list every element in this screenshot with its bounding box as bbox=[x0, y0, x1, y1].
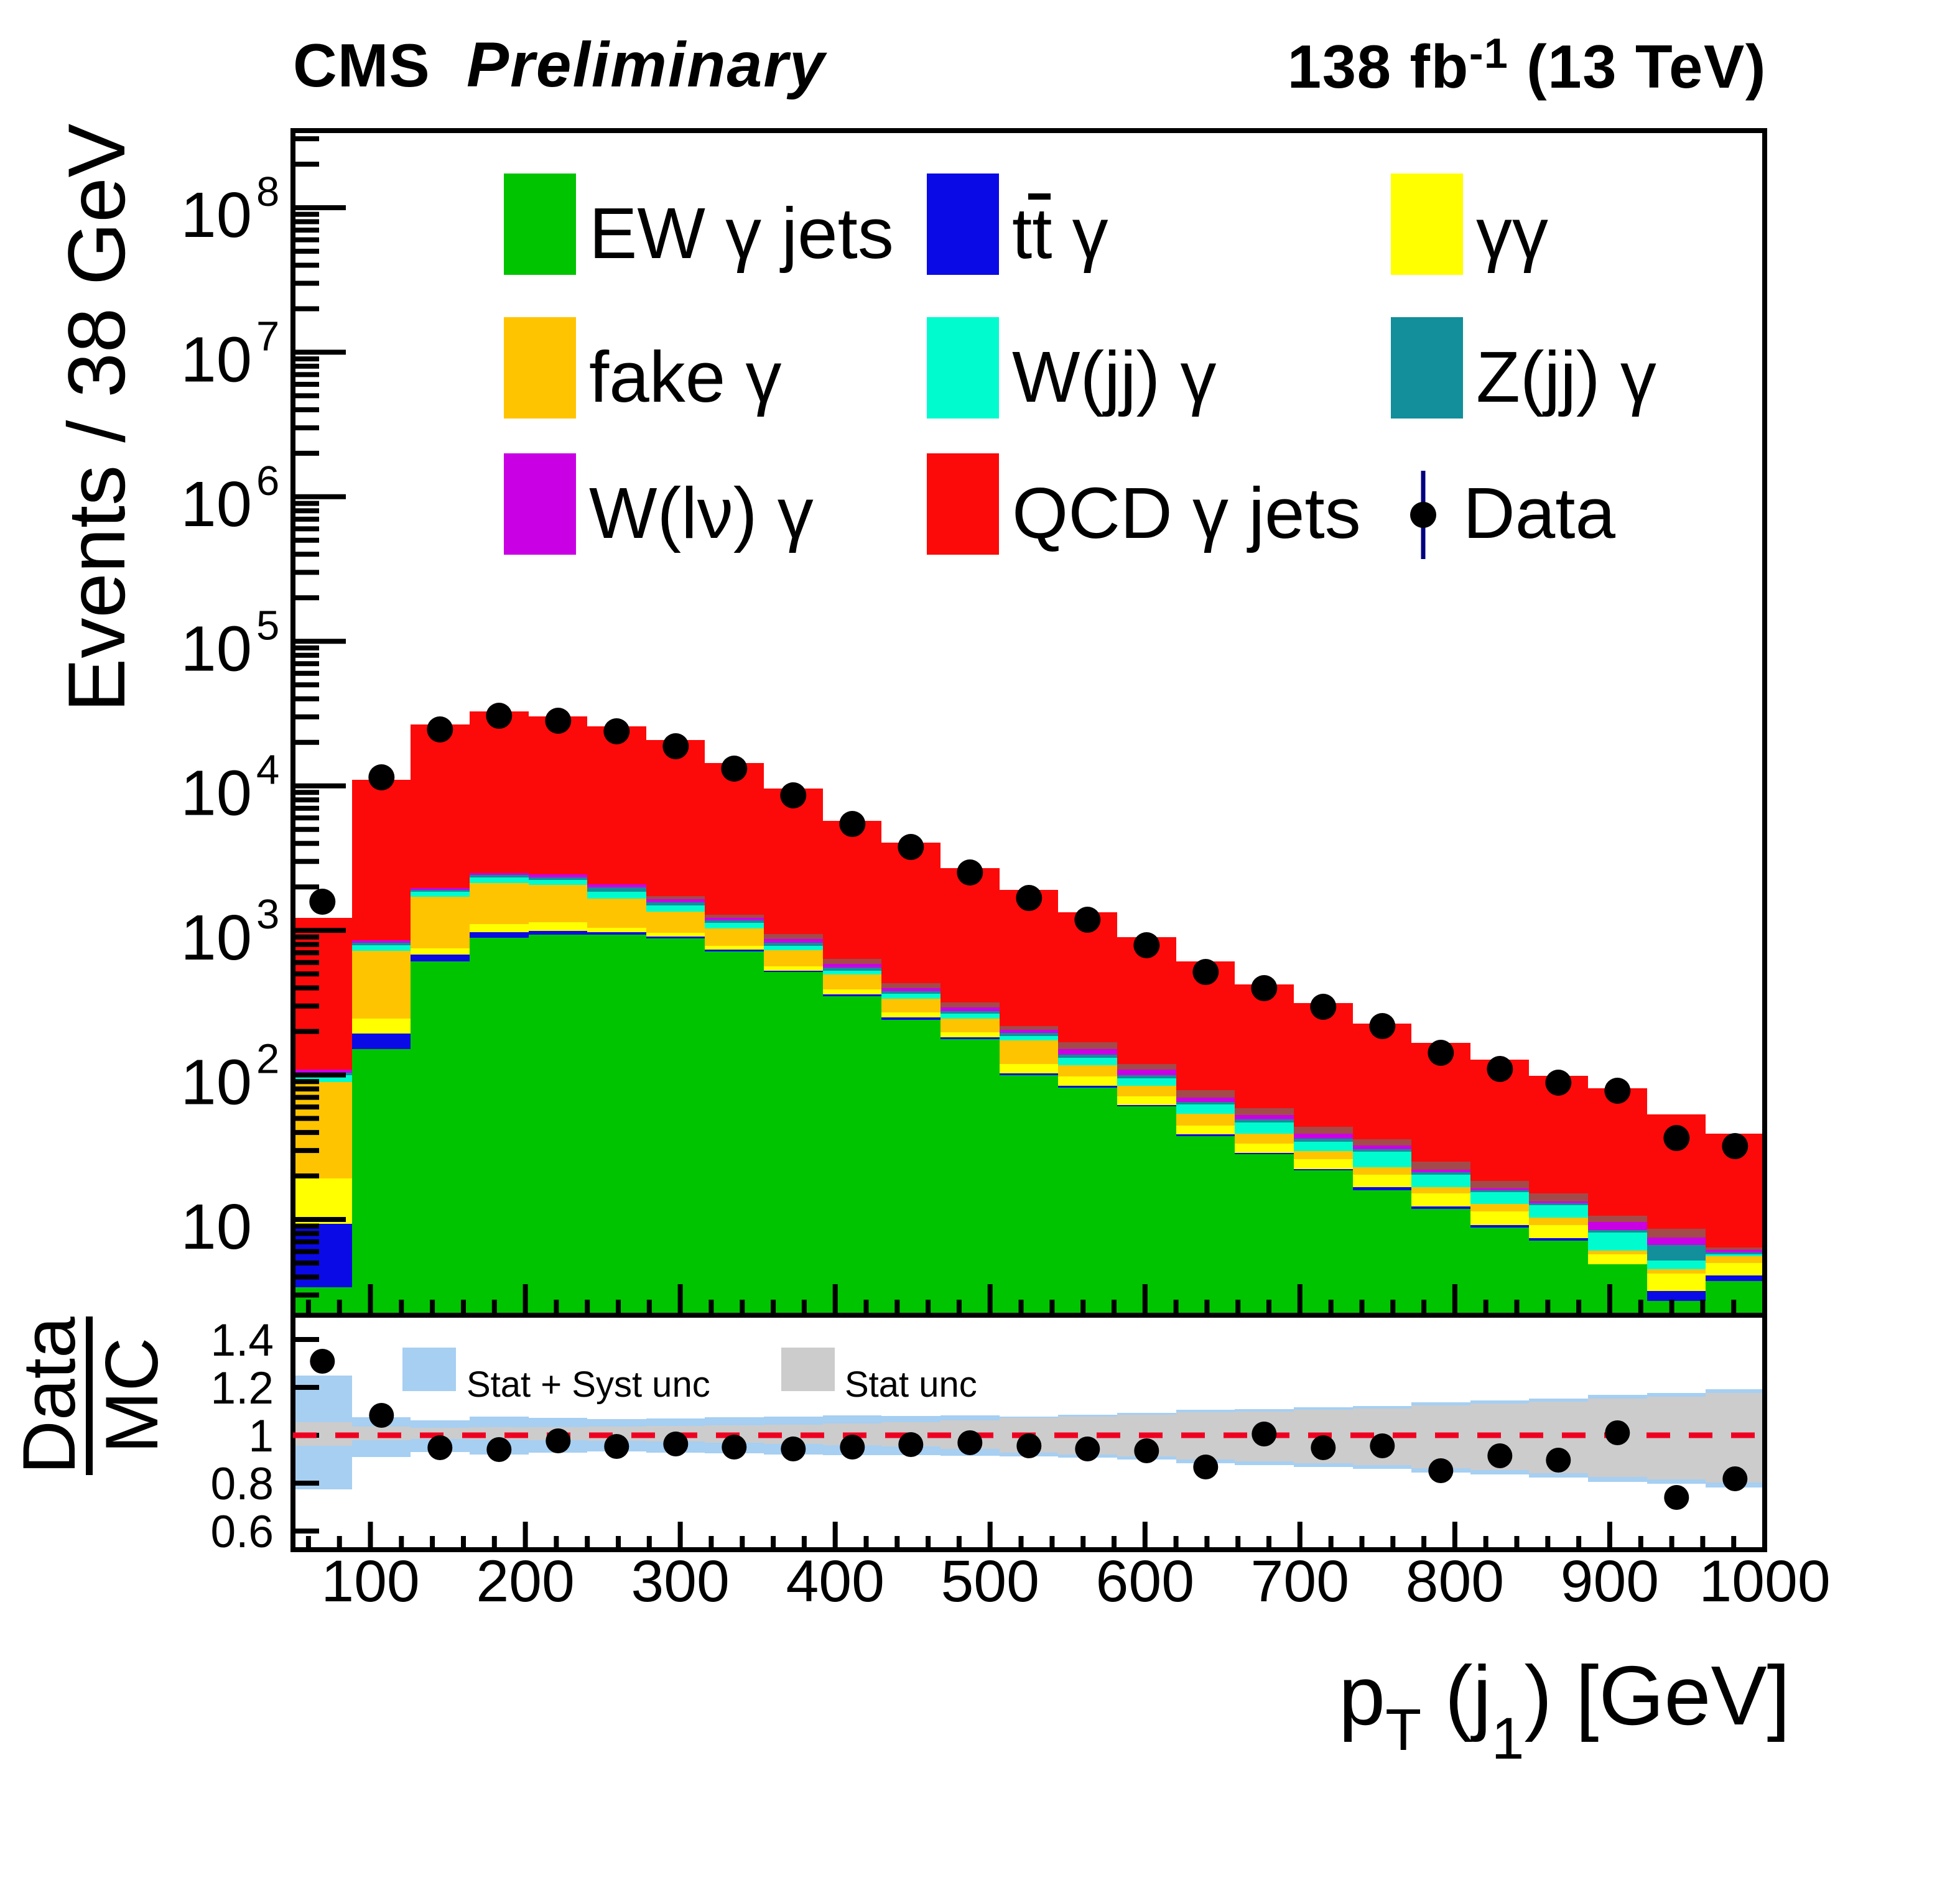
svg-text:10: 10 bbox=[180, 902, 252, 973]
svg-text:8: 8 bbox=[256, 169, 279, 215]
svg-text:Stat unc: Stat unc bbox=[845, 1364, 977, 1405]
svg-text:0.6: 0.6 bbox=[211, 1507, 274, 1557]
svg-text:500: 500 bbox=[941, 1548, 1039, 1614]
svg-text:1000: 1000 bbox=[1699, 1548, 1830, 1614]
svg-text:138 fb-1 (13 TeV): 138 fb-1 (13 TeV) bbox=[1288, 30, 1767, 101]
svg-text:W(lν) γ: W(lν) γ bbox=[589, 473, 814, 553]
svg-text:10: 10 bbox=[180, 1191, 252, 1262]
svg-text:7: 7 bbox=[256, 313, 279, 359]
svg-text:10: 10 bbox=[180, 323, 252, 395]
svg-text:1: 1 bbox=[248, 1411, 274, 1461]
svg-text:4: 4 bbox=[256, 747, 279, 793]
svg-text:1.4: 1.4 bbox=[211, 1315, 274, 1366]
svg-text:5: 5 bbox=[256, 602, 279, 649]
svg-text:10: 10 bbox=[180, 757, 252, 829]
svg-text:10: 10 bbox=[180, 179, 252, 251]
svg-text:400: 400 bbox=[786, 1548, 885, 1614]
svg-text:300: 300 bbox=[631, 1548, 730, 1614]
svg-text:700: 700 bbox=[1251, 1548, 1350, 1614]
svg-text:γγ: γγ bbox=[1476, 193, 1548, 274]
svg-text:Events / 38 GeV: Events / 38 GeV bbox=[51, 123, 142, 712]
svg-text:QCD γ jets: QCD γ jets bbox=[1012, 473, 1361, 553]
svg-text:10: 10 bbox=[180, 1047, 252, 1118]
svg-text:6: 6 bbox=[256, 458, 279, 504]
svg-text:600: 600 bbox=[1096, 1548, 1195, 1614]
svg-text:MC: MC bbox=[90, 1338, 174, 1454]
svg-text:fake γ: fake γ bbox=[589, 336, 781, 417]
svg-text:tt γ: tt γ bbox=[1012, 193, 1108, 274]
svg-text:800: 800 bbox=[1406, 1548, 1505, 1614]
svg-text:EW γ jets: EW γ jets bbox=[589, 193, 894, 274]
svg-text:Stat + Syst unc: Stat + Syst unc bbox=[467, 1364, 710, 1405]
svg-text:200: 200 bbox=[476, 1548, 575, 1614]
svg-text:1.2: 1.2 bbox=[211, 1363, 274, 1413]
svg-text:Data: Data bbox=[1463, 473, 1616, 553]
svg-text:900: 900 bbox=[1561, 1548, 1660, 1614]
svg-text:10: 10 bbox=[180, 613, 252, 684]
svg-text:2: 2 bbox=[256, 1036, 279, 1083]
svg-text:Z(jj) γ: Z(jj) γ bbox=[1476, 336, 1656, 417]
svg-text:W(jj) γ: W(jj) γ bbox=[1012, 336, 1217, 417]
svg-text:CMS: CMS bbox=[293, 31, 430, 99]
svg-text:3: 3 bbox=[256, 891, 279, 938]
svg-text:100: 100 bbox=[321, 1548, 420, 1614]
svg-text:Data: Data bbox=[7, 1316, 91, 1474]
svg-text:Preliminary: Preliminary bbox=[467, 29, 827, 100]
svg-text:10: 10 bbox=[180, 468, 252, 540]
svg-text:0.8: 0.8 bbox=[211, 1459, 274, 1509]
